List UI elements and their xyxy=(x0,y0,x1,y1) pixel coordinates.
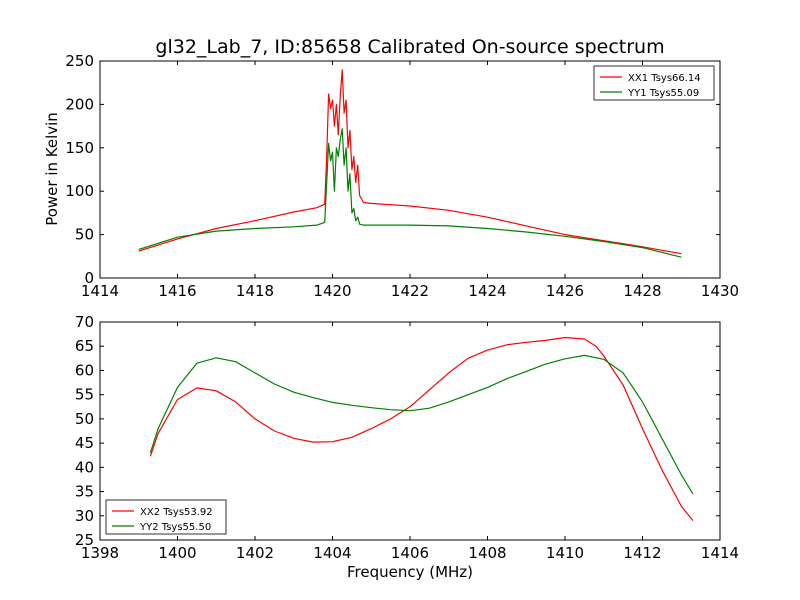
bottom-legend-label-2: YY2 Tsys55.50 xyxy=(139,522,211,533)
top-xtick-label: 1430 xyxy=(701,282,739,300)
top-plot-area: 1414 1416 1418 1420 1422 1424 1426 1428 1430 0 50 1… xyxy=(65,52,739,300)
bottom-xtick-label: 1404 xyxy=(313,544,351,562)
bottom-ytick-label: 60 xyxy=(75,361,94,379)
bottom-legend-label-1: XX2 Tsys53.92 xyxy=(140,507,213,518)
top-ytick-label: 250 xyxy=(65,52,94,70)
bottom-legend-box xyxy=(105,499,227,535)
top-chart: gl32_Lab_7, ID:85658 Calibrated On-sourc… xyxy=(43,36,739,300)
bottom-ytick-label: 25 xyxy=(75,531,94,549)
bottom-xtick-label: 1406 xyxy=(391,544,429,562)
top-xtick-label: 1414 xyxy=(81,282,119,300)
bottom-ytick-label: 50 xyxy=(75,410,94,428)
top-series-line-1 xyxy=(138,69,682,255)
bottom-xtick-label: 1408 xyxy=(468,544,506,562)
bottom-chart-xlabel: Frequency (MHz) xyxy=(347,563,473,581)
bottom-ytick-label: 35 xyxy=(75,483,94,501)
top-legend-box xyxy=(593,65,715,101)
top-xtick-label: 1428 xyxy=(623,282,661,300)
bottom-series-line-1 xyxy=(149,336,694,521)
top-ytick-label: 150 xyxy=(65,139,94,157)
bottom-ytick-label: 40 xyxy=(75,458,94,476)
bottom-plot-area: 1398 1400 1402 1404 1406 1408 1410 1412 1414 25 30… xyxy=(75,313,739,562)
top-chart-ylabel: Power in Kelvin xyxy=(43,112,61,226)
top-series-line-2 xyxy=(138,128,682,258)
top-xtick-label: 1420 xyxy=(313,282,351,300)
top-xtick-label: 1416 xyxy=(158,282,196,300)
bottom-xtick-label: 1412 xyxy=(623,544,661,562)
top-legend-label-1: XX1 Tsys66.14 xyxy=(628,73,701,84)
top-ytick-label: 100 xyxy=(65,182,94,200)
bottom-chart: Frequency (MHz) 1398 1400 1402 1404 1406 1408… xyxy=(75,313,739,581)
top-ytick-label: 50 xyxy=(75,226,94,244)
top-xtick-label: 1418 xyxy=(236,282,274,300)
top-ytick-label: 200 xyxy=(65,95,94,113)
top-legend-label-2: YY1 Tsys55.09 xyxy=(627,88,699,99)
bottom-xtick-label: 1414 xyxy=(701,544,739,562)
bottom-ytick-label: 65 xyxy=(75,337,94,355)
top-chart-title: gl32_Lab_7, ID:85658 Calibrated On-sourc… xyxy=(155,36,664,58)
top-xtick-label: 1422 xyxy=(391,282,429,300)
top-ytick-label: 0 xyxy=(84,269,94,287)
bottom-ytick-label: 55 xyxy=(75,386,94,404)
bottom-xtick-label: 1400 xyxy=(158,544,196,562)
bottom-xtick-label: 1402 xyxy=(236,544,274,562)
bottom-xtick-label: 1398 xyxy=(81,544,119,562)
bottom-ytick-label: 45 xyxy=(75,434,94,452)
bottom-ytick-label: 70 xyxy=(75,313,94,331)
bottom-ytick-label: 30 xyxy=(75,507,94,525)
top-xtick-label: 1426 xyxy=(546,282,584,300)
bottom-series-line-2 xyxy=(149,354,694,495)
bottom-xtick-label: 1410 xyxy=(546,544,584,562)
top-xtick-label: 1424 xyxy=(468,282,506,300)
